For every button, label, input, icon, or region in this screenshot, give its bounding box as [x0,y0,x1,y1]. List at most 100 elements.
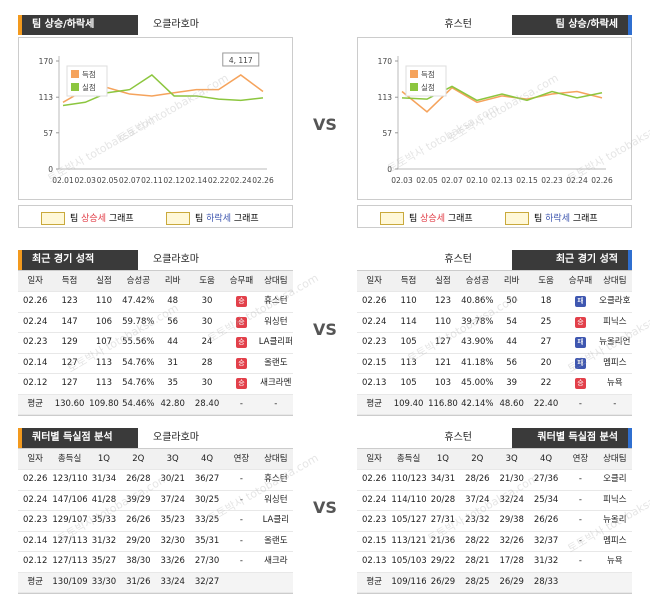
table-cell: 54.46% [121,394,156,415]
table-cell: 40.86% [460,291,495,313]
table-cell: 29/38 [494,510,529,532]
table-cell: 승 [563,312,598,333]
team-name: 휴스턴 [444,19,472,30]
table-box: 일자 득점 실점 승성공 리바 도움 승무패 상대팀 02.26 110 123 40.86% 50 18… [357,270,632,416]
table-cell: 38/30 [121,551,156,573]
table-box: 일자 득점 실점 승성공 리바 도움 승무패 상대팀 02.26 123 110 47.42% 48 30… [18,270,293,416]
table-cell [597,572,632,593]
y-tick-label: 113 [39,93,54,102]
result-badge: 패 [574,337,586,349]
table-cell: 54.76% [121,373,156,395]
table-cell: 110 [86,291,122,313]
result-badge: 승 [235,357,247,369]
table-cell: 32/30 [155,531,190,552]
result-badge: 승 [574,316,586,328]
table-cell: 워싱턴 [258,312,293,333]
table-cell: 휴스턴 [258,291,293,313]
column-header: 도움 [528,271,564,292]
table-cell: 27/36 [528,469,564,491]
table-cell: 35/23 [155,510,190,532]
column-header: 연장 [224,449,259,470]
table-cell: 114/110 [391,490,426,511]
column-header: 득점 [52,271,87,292]
table-cell: 35/27 [86,551,122,573]
table-cell: - [224,394,259,415]
table-cell: LA클리 [258,510,293,532]
table-cell: 127/113 [52,551,87,573]
table-cell: 105 [391,373,426,395]
column-header: 일자 [18,271,53,292]
table-cell: 33/26 [155,551,190,573]
header-row: 일자 총득실 1Q 2Q 3Q 4Q 연장 상대팀 [18,449,293,470]
table-cell: 평균 [18,572,53,593]
table-cell: 02.26 [18,469,53,491]
table-cell: 33/25 [189,510,225,532]
table-cell: 42.80 [155,394,190,415]
annotation-box [222,52,260,67]
table-cell: 23/32 [460,510,495,532]
table-cell: 147/106 [52,490,87,511]
legend-item: 팀 하락세 그래프 [505,211,598,225]
table-cell: 31/32 [528,551,564,573]
table-cell: 127 [52,353,87,374]
table-cell: 뉴욕 [597,551,632,573]
table-cell: 28/26 [460,469,495,491]
table-cell: - [224,490,259,511]
result-badge: 승 [235,337,247,349]
legend-swatch [410,83,418,91]
table-cell: 오클라호 [597,291,632,313]
table-cell: 113 [86,373,122,395]
table-cell: - [224,531,259,552]
result-badge: 패 [574,296,586,308]
table-cell: 오클리 [597,469,632,491]
x-tick-label: 02.14 [186,176,208,185]
column-header: 득점 [391,271,426,292]
column-header: 실점 [86,271,122,292]
column-header: 일자 [357,271,392,292]
table-cell: - [224,551,259,573]
header-row: 일자 득점 실점 승성공 리바 도움 승무패 상대팀 [357,271,632,292]
table-cell: 28.40 [189,394,225,415]
table-cell: - [224,510,259,532]
table-cell: 27 [528,332,564,354]
table-cell: 피닉스 [597,490,632,511]
table-cell: 127/113 [52,531,87,552]
column-header: 총득실 [52,449,87,470]
panel-header: 팀 상승/하락세 휴스턴 [357,15,632,35]
legend-suffix: 그래프 [447,214,473,224]
table-cell: 28/25 [460,572,495,593]
table-cell: 21/30 [494,469,529,491]
legend-icon [41,212,65,225]
table-cell: 41/28 [86,490,122,511]
table-cell: 31 [155,353,190,374]
legend-suffix: 그래프 [108,214,134,224]
x-tick-label: 02.15 [516,176,538,185]
table-cell: 뉴욕 [597,373,632,395]
table-cell [258,572,293,593]
table-row: 02.23 129/107 35/33 26/26 35/23 33/25- LA클리 [18,510,293,532]
table-row: 02.24 147/106 41/28 39/29 37/24 30/25- 워싱턴 [18,490,293,511]
column-header: 리바 [494,271,529,292]
table-cell: 129/107 [52,510,87,532]
legend-swatch [71,70,79,78]
table-cell: 109.80 [86,394,122,415]
legend-key: 상승세 [81,214,106,224]
table-cell: 113 [391,353,426,374]
table-cell: 21/36 [425,531,461,552]
table-cell: 뉴올리언 [597,332,632,354]
column-header: 승성공 [121,271,156,292]
header-title: 쿼터별 득실점 분석 [18,428,138,448]
table-cell: 승 [224,373,259,395]
table-cell: 02.15 [357,353,392,374]
table-cell: 106 [86,312,122,333]
table-box: 일자 총득실 1Q 2Q 3Q 4Q 연장 상대팀 02.26 110/123 34/31 28/26… [357,448,632,594]
table-cell: 31/34 [86,469,122,491]
table-cell: 113 [86,353,122,374]
table-cell: 02.24 [357,490,392,511]
table-cell: 02.23 [18,332,53,354]
table-cell [563,572,598,593]
table-cell: 29/20 [121,531,156,552]
table-row: 02.23 105/127 27/31 23/32 29/38 26/26- 뉴올리 [357,510,632,532]
